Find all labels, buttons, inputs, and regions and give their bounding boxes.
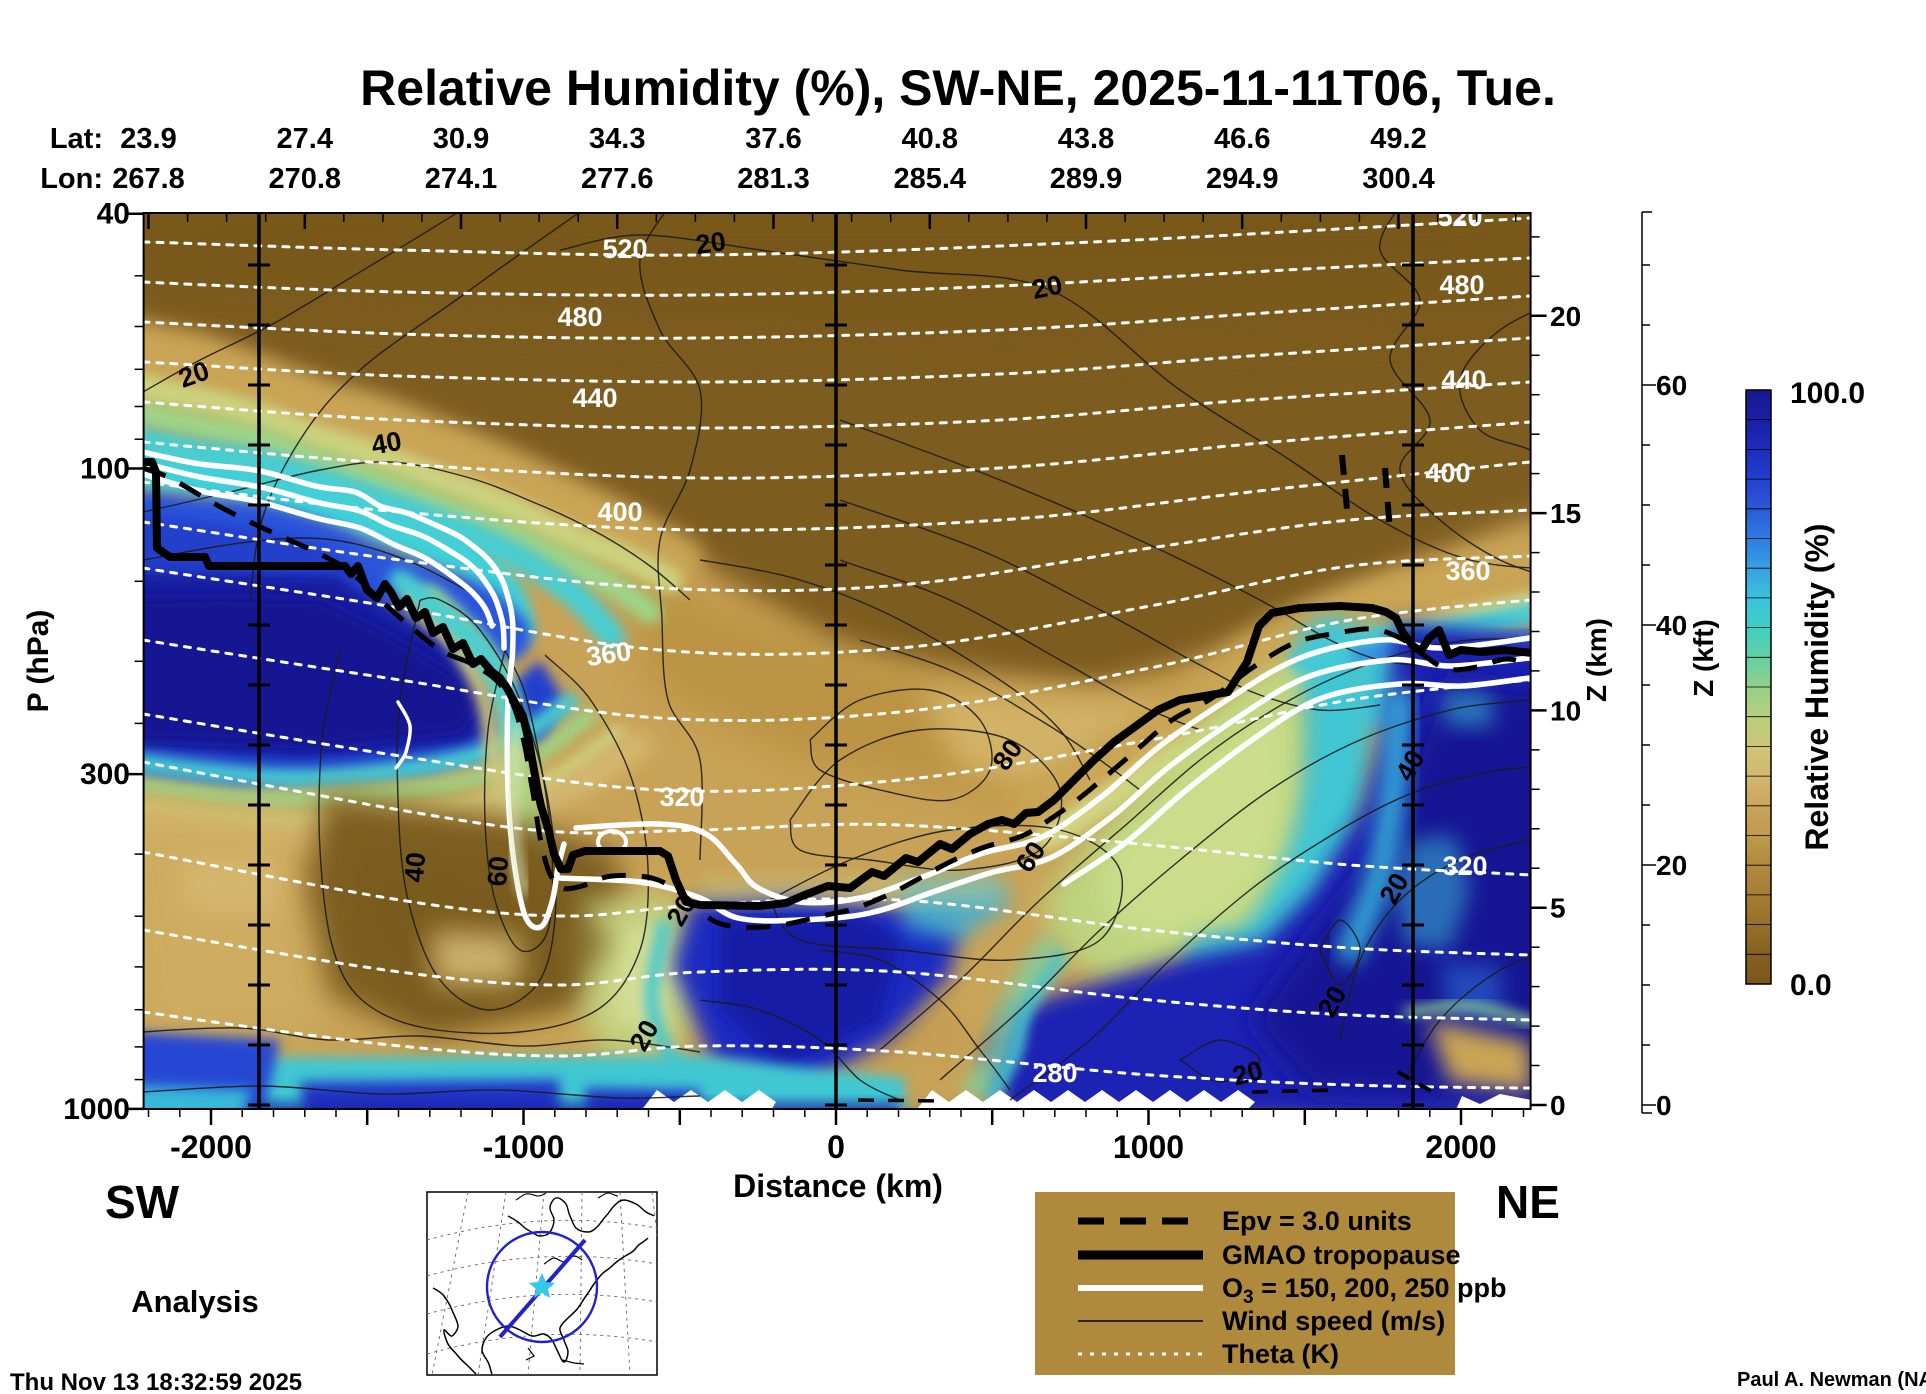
svg-text:360: 360 xyxy=(584,636,633,672)
svg-text:60: 60 xyxy=(482,855,515,888)
svg-text:10: 10 xyxy=(1550,695,1581,726)
svg-text:20: 20 xyxy=(1550,301,1581,332)
svg-text:267.8: 267.8 xyxy=(112,163,185,195)
svg-text:37.6: 37.6 xyxy=(745,123,801,155)
svg-text:400: 400 xyxy=(597,497,642,527)
svg-text:520: 520 xyxy=(602,234,647,264)
svg-text:1000: 1000 xyxy=(63,1093,130,1126)
svg-text:P (hPa): P (hPa) xyxy=(22,610,55,713)
svg-text:280: 280 xyxy=(1032,1058,1077,1088)
svg-text:43.8: 43.8 xyxy=(1058,123,1114,155)
svg-text:Lon:: Lon: xyxy=(40,163,103,195)
svg-text:40: 40 xyxy=(399,851,432,884)
svg-text:40: 40 xyxy=(1656,610,1687,641)
svg-text:20: 20 xyxy=(1029,269,1065,305)
svg-text:49.2: 49.2 xyxy=(1370,123,1426,155)
svg-text:289.9: 289.9 xyxy=(1050,163,1123,195)
svg-text:Analysis: Analysis xyxy=(131,1284,259,1319)
svg-text:Relative Humidity (%): Relative Humidity (%) xyxy=(1799,523,1835,850)
svg-text:40: 40 xyxy=(369,426,404,461)
svg-text:60: 60 xyxy=(1656,370,1687,401)
svg-text:20: 20 xyxy=(1656,850,1687,881)
svg-text:NE: NE xyxy=(1496,1176,1560,1228)
svg-text:-2000: -2000 xyxy=(170,1129,252,1165)
svg-text:1000: 1000 xyxy=(1113,1129,1184,1165)
svg-text:GMAO tropopause: GMAO tropopause xyxy=(1222,1240,1461,1270)
svg-text:100.0: 100.0 xyxy=(1790,377,1865,410)
svg-text:SW: SW xyxy=(105,1176,180,1228)
svg-text:320: 320 xyxy=(1442,851,1487,881)
svg-text:520: 520 xyxy=(1437,202,1482,232)
svg-text:40.8: 40.8 xyxy=(902,123,958,155)
svg-text:15: 15 xyxy=(1550,498,1581,529)
svg-text:46.6: 46.6 xyxy=(1214,123,1270,155)
svg-text:281.3: 281.3 xyxy=(737,163,810,195)
svg-text:0: 0 xyxy=(827,1129,845,1165)
svg-text:270.8: 270.8 xyxy=(268,163,341,195)
svg-text:440: 440 xyxy=(572,383,617,413)
svg-text:20: 20 xyxy=(694,226,728,260)
svg-text:23.9: 23.9 xyxy=(120,123,176,155)
svg-text:Wind speed (m/s): Wind speed (m/s) xyxy=(1222,1306,1445,1336)
svg-text:480: 480 xyxy=(1439,270,1484,300)
svg-text:Distance (km): Distance (km) xyxy=(733,1168,943,1204)
svg-text:400: 400 xyxy=(1425,458,1470,488)
svg-text:0.0: 0.0 xyxy=(1790,969,1832,1002)
svg-text:40: 40 xyxy=(97,198,130,231)
svg-text:Z (km): Z (km) xyxy=(1581,618,1612,702)
svg-text:Theta (K): Theta (K) xyxy=(1222,1339,1339,1369)
svg-text:27.4: 27.4 xyxy=(277,123,333,155)
svg-text:Z (kft): Z (kft) xyxy=(1688,619,1719,697)
svg-text:285.4: 285.4 xyxy=(893,163,966,195)
svg-text:0: 0 xyxy=(1550,1090,1566,1121)
svg-text:100: 100 xyxy=(80,453,130,486)
svg-text:440: 440 xyxy=(1441,365,1486,395)
svg-text:320: 320 xyxy=(659,782,704,812)
svg-text:0: 0 xyxy=(1656,1090,1672,1121)
svg-text:Epv = 3.0 units: Epv = 3.0 units xyxy=(1222,1206,1412,1236)
svg-text:277.6: 277.6 xyxy=(581,163,654,195)
svg-text:O3 = 150, 200, 250 ppb: O3 = 150, 200, 250 ppb xyxy=(1222,1273,1507,1308)
svg-text:300.4: 300.4 xyxy=(1362,163,1435,195)
svg-text:-1000: -1000 xyxy=(483,1129,565,1165)
svg-text:300: 300 xyxy=(80,758,130,791)
svg-text:294.9: 294.9 xyxy=(1206,163,1279,195)
svg-text:Thu Nov 13 18:32:59 2025: Thu Nov 13 18:32:59 2025 xyxy=(10,1369,302,1394)
svg-text:Paul A. Newman (NASA: Paul A. Newman (NASA xyxy=(1737,1369,1926,1391)
svg-text:480: 480 xyxy=(557,302,602,332)
svg-text:360: 360 xyxy=(1445,556,1490,586)
svg-text:Relative Humidity (%), SW-NE,: Relative Humidity (%), SW-NE, 2025-11-11… xyxy=(360,60,1556,116)
svg-text:30.9: 30.9 xyxy=(433,123,489,155)
svg-text:274.1: 274.1 xyxy=(425,163,498,195)
svg-text:2000: 2000 xyxy=(1425,1129,1496,1165)
svg-text:34.3: 34.3 xyxy=(589,123,645,155)
svg-text:5: 5 xyxy=(1550,893,1566,924)
svg-text:Lat:: Lat: xyxy=(50,123,103,155)
